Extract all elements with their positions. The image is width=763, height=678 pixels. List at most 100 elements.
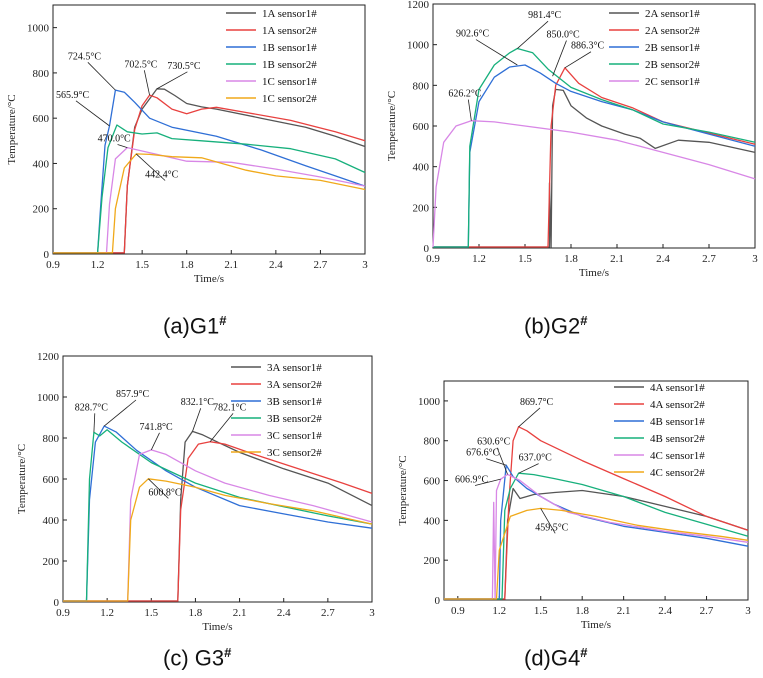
y-tick-label: 400 (424, 515, 441, 527)
y-tick-label: 0 (54, 597, 60, 609)
y-tick-label: 600 (413, 121, 430, 133)
series-line (444, 472, 749, 600)
y-tick-label: 400 (33, 158, 50, 170)
chart-1: 0.9 1.2 1.5 1.8 2.1 2.4 2.7 3 0 200 400 600 800 1000 1… (386, 0, 758, 279)
x-tick-label: 2.4 (277, 607, 291, 619)
annotation-arrow (518, 407, 541, 428)
annotation-label: 730.5°C (167, 61, 200, 72)
annotation-label: 850.0°C (546, 30, 579, 41)
y-axis-label: Temperature/°C (16, 444, 28, 514)
caption-panel-c: (c) G3# (163, 645, 231, 671)
legend-label: 1B sensor2# (262, 59, 317, 71)
x-tick-label: 1.2 (492, 605, 506, 617)
annotation-arrow (467, 99, 472, 121)
caption-c-text: (c) G3 (163, 645, 225, 671)
annotation-label: 702.5°C (124, 59, 157, 70)
annotation-label: 981.4°C (528, 10, 561, 21)
x-tick-label: 1.2 (472, 253, 486, 265)
legend-label: 1B sensor1# (262, 42, 317, 54)
y-tick-label: 1000 (407, 40, 430, 52)
y-tick-label: 1000 (37, 392, 60, 404)
annotation-arrow (475, 39, 518, 66)
series-line (53, 89, 366, 254)
x-tick-label: 0.9 (426, 253, 440, 265)
annotation-label: 886.3°C (571, 41, 604, 52)
annotation-label: 782.1°C (213, 402, 246, 413)
caption-a-text: (a)G1 (163, 313, 220, 339)
y-tick-label: 1000 (418, 396, 441, 408)
y-tick-label: 0 (424, 243, 430, 255)
x-tick-label: 3 (362, 259, 368, 271)
y-axis-label: Temperature/°C (397, 455, 409, 525)
x-tick-label: 0.9 (56, 607, 70, 619)
chart-3: 0.9 1.2 1.5 1.8 2.1 2.4 2.7 3 0 200 400 600 800 1000 T… (397, 380, 751, 631)
annotation-arrow (485, 458, 507, 466)
legend-label: 4A sensor1# (650, 382, 705, 394)
caption-panel-d: (d)G4# (524, 645, 587, 671)
x-tick-label: 3 (745, 605, 751, 617)
series-line (432, 120, 756, 248)
x-tick-label: 2.7 (321, 607, 335, 619)
x-tick-label: 1.5 (534, 605, 548, 617)
x-tick-label: 0.9 (451, 605, 465, 617)
series-line (444, 473, 749, 600)
annotation-label: 741.8°C (140, 422, 173, 433)
x-tick-label: 3 (752, 253, 758, 265)
caption-a-sup: # (219, 313, 227, 328)
caption-panel-b: (b)G2# (524, 313, 587, 339)
series-line (433, 88, 756, 248)
annotation-arrow (93, 413, 96, 433)
annotation-arrow (209, 413, 234, 442)
x-axis-label: Time/s (581, 619, 611, 631)
legend-label: 4C sensor1# (650, 450, 705, 462)
y-tick-label: 200 (424, 555, 441, 567)
x-tick-label: 1.5 (144, 607, 158, 619)
annotation-label: 828.7°C (75, 402, 108, 413)
y-tick-label: 400 (413, 162, 430, 174)
y-tick-label: 600 (424, 476, 441, 488)
annotation-arrow (150, 432, 160, 451)
y-tick-label: 1000 (27, 23, 50, 35)
y-tick-label: 800 (33, 68, 50, 80)
x-tick-label: 1.5 (135, 259, 149, 271)
x-tick-label: 1.2 (91, 259, 105, 271)
y-tick-label: 0 (435, 595, 441, 607)
annotation-arrow (518, 463, 539, 474)
annotation-label: 724.5°C (68, 51, 101, 62)
series-line (53, 124, 366, 254)
caption-b-text: (b)G2 (524, 313, 581, 339)
x-tick-label: 2.4 (269, 259, 283, 271)
annotation-arrow (552, 40, 567, 77)
legend-label: 3B sensor1# (267, 396, 322, 408)
annotation-arrow (143, 70, 150, 96)
legend-label: 1C sensor2# (262, 93, 317, 105)
caption-d-sup: # (580, 645, 588, 660)
plot-frame (52, 4, 366, 255)
x-tick-label: 3 (369, 607, 375, 619)
series-line (53, 94, 366, 254)
legend-label: 4B sensor2# (650, 433, 705, 445)
series-line (63, 478, 373, 602)
annotation-arrow (103, 399, 137, 427)
y-tick-label: 200 (413, 202, 430, 214)
legend-label: 4B sensor1# (650, 416, 705, 428)
y-tick-label: 600 (33, 113, 50, 125)
y-tick-label: 400 (43, 515, 60, 527)
annotation-label: 606.9°C (455, 475, 488, 486)
annotation-label: 676.6°C (466, 448, 499, 459)
x-tick-label: 2.7 (700, 605, 714, 617)
annotation-label: 630.6°C (477, 437, 510, 448)
annotation-arrow (192, 408, 202, 432)
y-tick-label: 0 (44, 249, 50, 261)
legend-label: 1C sensor1# (262, 76, 317, 88)
caption-panel-a: (a)G1# (163, 313, 226, 339)
series-line (444, 464, 749, 600)
annotation-arrow (75, 100, 110, 127)
x-tick-label: 1.5 (518, 253, 532, 265)
x-tick-label: 2.1 (233, 607, 247, 619)
annotation-arrow (87, 62, 116, 91)
x-tick-label: 1.8 (180, 259, 194, 271)
annotation-label: 869.7°C (520, 397, 553, 408)
annotation-arrow (564, 51, 592, 69)
